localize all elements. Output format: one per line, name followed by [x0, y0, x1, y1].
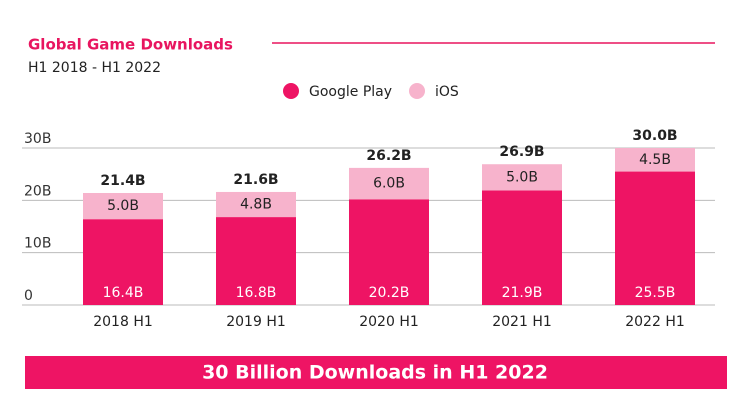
value-label: 5.0B [107, 198, 139, 214]
banner-text: 30 Billion Downloads in H1 2022 [202, 362, 548, 384]
value-label: 16.4B [103, 285, 144, 301]
bar-segment [482, 164, 562, 191]
total-label: 21.6B [233, 172, 278, 188]
legend-label: Google Play [309, 84, 392, 100]
bar-segment [83, 219, 163, 305]
x-tick-label: 2022 H1 [625, 314, 685, 330]
x-tick-label: 2021 H1 [492, 314, 552, 330]
bar-segment [349, 167, 429, 200]
total-label: 30.0B [632, 128, 677, 144]
legend-swatch [409, 83, 425, 99]
chart-subtitle: H1 2018 - H1 2022 [28, 60, 161, 76]
y-tick-label: 30B [24, 131, 51, 147]
x-tick-label: 2019 H1 [226, 314, 286, 330]
x-tick-label: 2020 H1 [359, 314, 419, 330]
bar-segment [615, 171, 695, 305]
bar-segment [349, 199, 429, 305]
bar-segment [216, 191, 296, 218]
value-label: 20.2B [369, 285, 410, 301]
value-label: 4.8B [240, 197, 272, 213]
bar-segment [83, 193, 163, 220]
value-label: 25.5B [635, 285, 676, 301]
x-tick-label: 2018 H1 [93, 314, 153, 330]
legend-label: iOS [435, 84, 459, 100]
bar-segment [216, 217, 296, 305]
y-tick-label: 10B [24, 236, 51, 252]
banner [25, 356, 727, 389]
value-label: 16.8B [236, 285, 277, 301]
total-label: 21.4B [100, 173, 145, 189]
value-label: 6.0B [373, 176, 405, 192]
legend-swatch [283, 83, 299, 99]
value-label: 4.5B [639, 152, 671, 168]
value-label: 21.9B [502, 285, 543, 301]
y-tick-label: 20B [24, 183, 51, 199]
total-label: 26.9B [499, 144, 544, 160]
bar-segment [615, 148, 695, 172]
y-tick-label: 0 [24, 288, 33, 304]
chart-title: Global Game Downloads [28, 36, 233, 54]
bar-segment [482, 190, 562, 305]
value-label: 5.0B [506, 169, 538, 185]
total-label: 26.2B [366, 148, 411, 164]
